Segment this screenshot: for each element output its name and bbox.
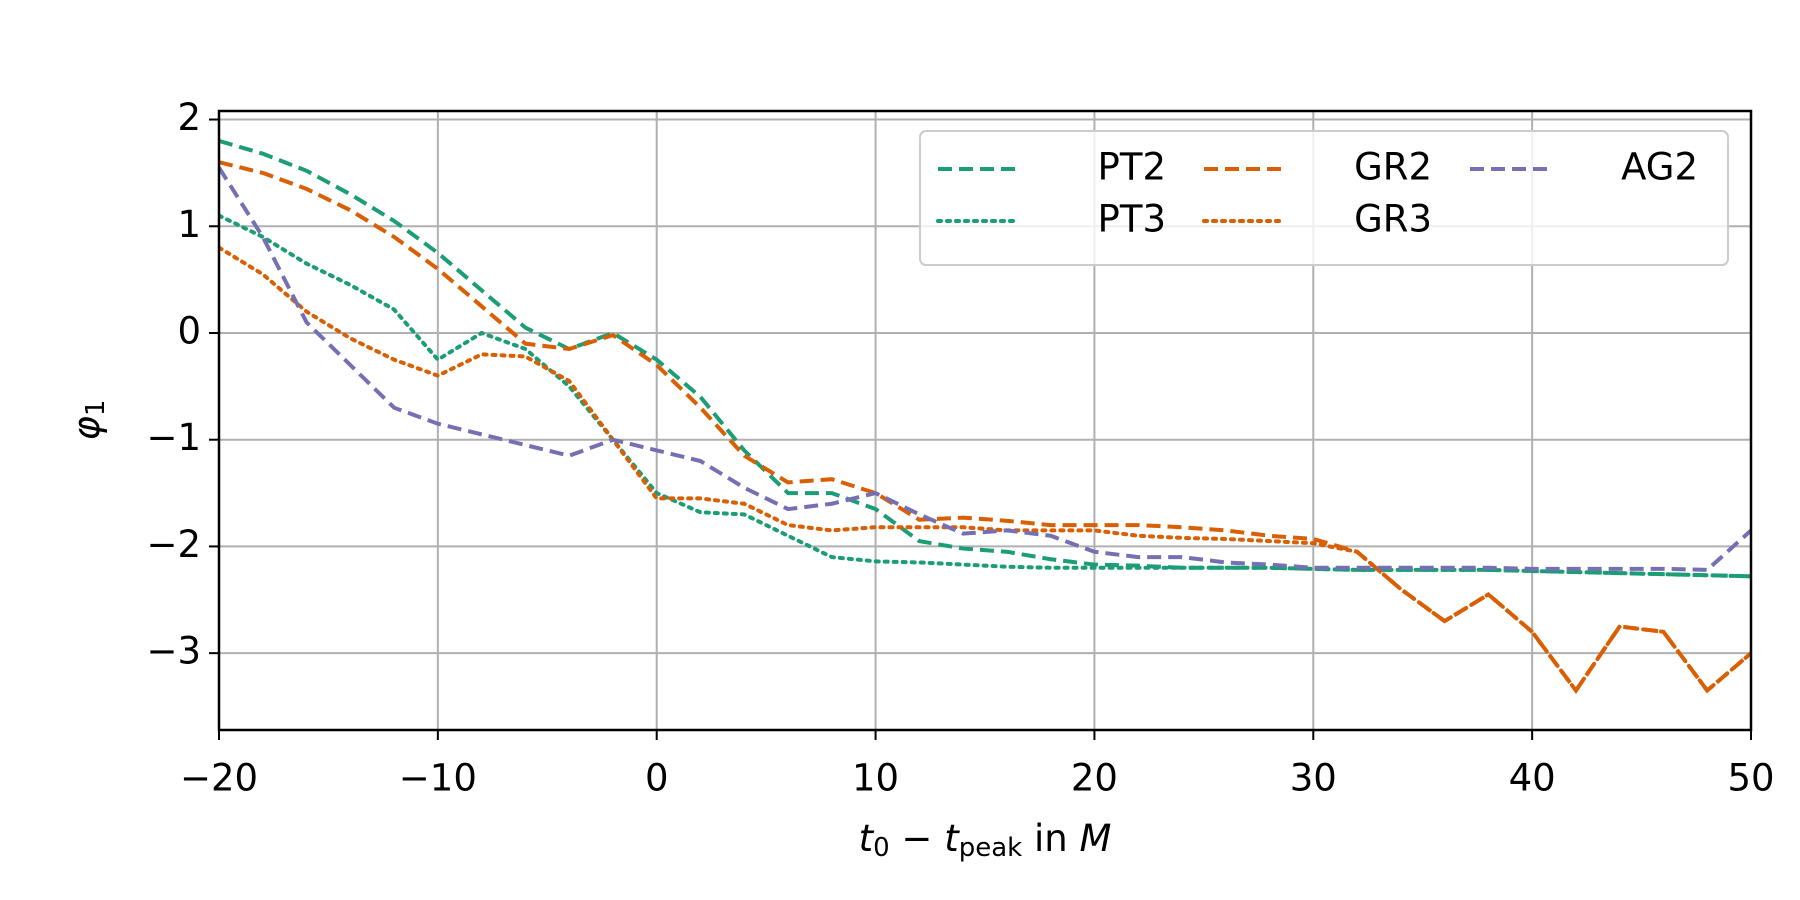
x-tick-label: 10 xyxy=(852,757,899,800)
y-tick-label: −2 xyxy=(146,523,201,566)
y-tick-label: 1 xyxy=(177,203,201,246)
series-line xyxy=(219,213,1751,579)
legend-label: PT2 xyxy=(1098,146,1166,189)
axes-frame xyxy=(217,109,1753,732)
x-tick-label: 50 xyxy=(1727,757,1774,800)
series-line xyxy=(219,166,1751,572)
plot-area xyxy=(219,138,1751,694)
y-tick-label: −1 xyxy=(146,416,201,459)
legend-box xyxy=(919,130,1729,266)
legend-label: GR2 xyxy=(1354,146,1432,189)
legend: PT2 PT3 GR2 GR3 AG2 xyxy=(919,130,1729,266)
x-tick-label: 20 xyxy=(1071,757,1118,800)
x-tick-label: 0 xyxy=(645,757,669,800)
legend-label: GR3 xyxy=(1354,198,1432,241)
x-tick-label: −10 xyxy=(399,757,477,800)
series-line xyxy=(219,245,1751,694)
legend-label: PT3 xyxy=(1098,198,1166,241)
x-axis-label: t0 − tpeak in M xyxy=(859,817,1112,863)
y-axis-label: φ1 xyxy=(65,400,111,441)
y-tick-label: −3 xyxy=(146,630,201,673)
legend-label: AG2 xyxy=(1621,146,1698,189)
y-tick-label: 2 xyxy=(177,96,201,139)
x-tick-label: 30 xyxy=(1290,757,1337,800)
x-tick-label: −20 xyxy=(180,757,258,800)
y-tick-label: 0 xyxy=(177,309,201,352)
x-tick-label: 40 xyxy=(1509,757,1556,800)
